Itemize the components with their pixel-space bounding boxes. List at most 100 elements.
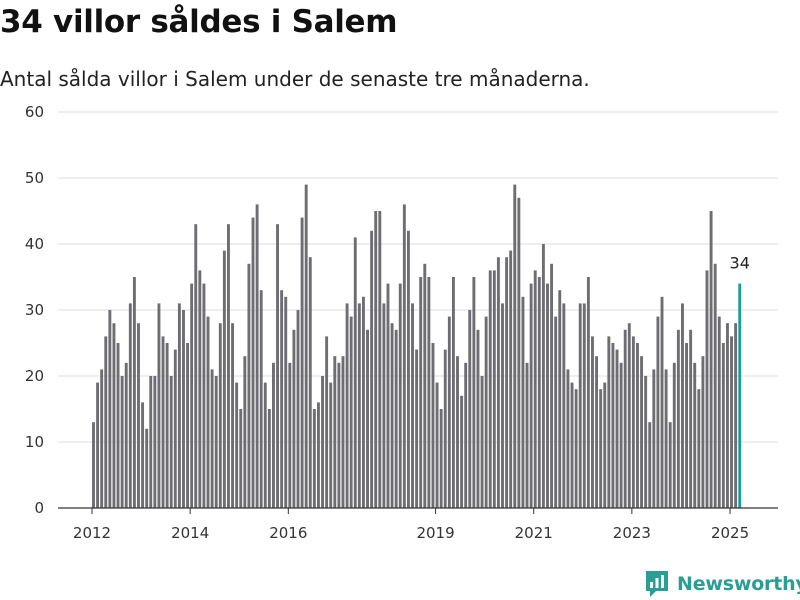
bar — [509, 250, 513, 508]
bar — [292, 329, 296, 508]
bar — [284, 296, 288, 508]
y-tick-label: 60 — [25, 103, 44, 121]
bar — [406, 230, 410, 509]
bar — [586, 277, 590, 508]
bar — [709, 211, 713, 508]
bar — [505, 257, 509, 508]
bar — [255, 204, 259, 508]
bar — [173, 349, 177, 508]
bar — [726, 323, 729, 508]
bar — [603, 382, 607, 508]
bar — [611, 343, 615, 508]
bar — [415, 349, 419, 508]
bar — [570, 382, 574, 508]
x-tick-label: 2025 — [711, 524, 749, 542]
bar — [582, 303, 586, 508]
bar — [198, 270, 202, 508]
bar — [672, 362, 676, 508]
bar — [321, 376, 324, 508]
bar — [713, 263, 717, 508]
bar — [701, 356, 705, 508]
bar — [480, 376, 484, 508]
bar — [447, 316, 451, 508]
y-tick-label: 10 — [25, 433, 44, 451]
bar — [390, 323, 394, 508]
bar — [443, 349, 447, 508]
bar — [145, 428, 149, 508]
bar — [366, 329, 369, 508]
bar — [537, 277, 541, 508]
bar — [214, 376, 218, 508]
bar — [288, 362, 292, 508]
bar — [124, 362, 128, 508]
bar — [533, 270, 537, 508]
brand-name: Newsworthy — [677, 573, 800, 595]
bar — [501, 303, 504, 508]
bar — [484, 316, 488, 508]
bar — [574, 389, 578, 508]
bar — [357, 303, 361, 508]
bar — [267, 409, 271, 508]
bar — [329, 382, 333, 508]
newsworthy-logo: Newsworthy — [644, 569, 800, 599]
bar — [566, 369, 570, 508]
bar — [386, 283, 390, 508]
bar — [631, 336, 635, 508]
bar — [419, 277, 423, 508]
bar — [137, 323, 140, 508]
bar — [272, 362, 275, 508]
bar — [100, 369, 104, 508]
bar — [153, 376, 157, 508]
y-tick-label: 20 — [25, 367, 44, 385]
bar — [423, 263, 427, 508]
bar — [697, 389, 701, 508]
bar — [341, 356, 345, 508]
bar — [202, 283, 206, 508]
bars — [92, 184, 742, 509]
bar — [627, 323, 631, 508]
bar — [259, 290, 263, 508]
bar — [734, 323, 738, 508]
bar — [468, 310, 472, 508]
bar — [206, 316, 210, 508]
bar — [92, 422, 95, 508]
x-tick-label: 2012 — [73, 524, 111, 542]
bar-latest — [738, 283, 742, 508]
bar — [349, 316, 353, 508]
bar — [128, 303, 132, 508]
bar — [541, 244, 545, 508]
bar — [599, 389, 603, 508]
bar — [280, 290, 284, 508]
bar — [623, 329, 627, 508]
x-axis-ticks: 2012 2014 2016 2019 2021 2023 2025 — [73, 508, 749, 542]
bar — [668, 422, 672, 508]
y-tick-label: 30 — [25, 301, 44, 319]
bar — [652, 369, 656, 508]
bar — [120, 376, 124, 508]
bar — [361, 296, 365, 508]
bar — [227, 224, 230, 508]
bar — [607, 336, 611, 508]
bar — [558, 290, 562, 508]
bar — [308, 257, 312, 508]
bar — [496, 257, 500, 508]
bar — [276, 224, 279, 508]
bar — [648, 422, 652, 508]
bar — [182, 310, 185, 508]
y-axis-ticks: 0 10 20 30 40 50 60 — [25, 103, 44, 517]
bar — [370, 230, 374, 509]
x-tick-label: 2016 — [269, 524, 307, 542]
chart-subtitle: Antal sålda villor i Salem under de sena… — [0, 67, 590, 91]
bar — [296, 310, 300, 508]
bar — [730, 336, 733, 508]
bar — [239, 409, 243, 508]
bar — [231, 323, 235, 508]
bar — [435, 382, 439, 508]
bar — [141, 402, 145, 508]
bar — [460, 395, 464, 508]
bar — [398, 283, 402, 508]
bar — [312, 409, 316, 508]
bar — [546, 283, 549, 508]
bar — [374, 211, 378, 508]
bar — [345, 303, 349, 508]
